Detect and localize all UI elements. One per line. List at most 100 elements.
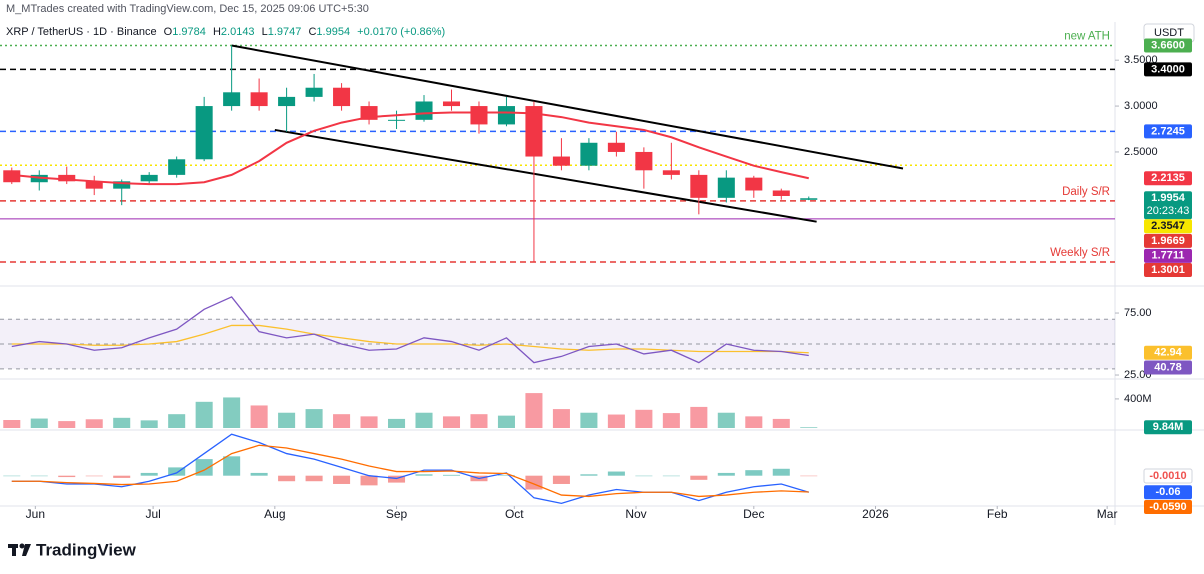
x-tick-label: Nov	[625, 507, 646, 521]
brand-name: TradingView	[36, 540, 137, 559]
histogram-bar	[525, 475, 543, 490]
open-value: 1.9784	[172, 26, 206, 38]
volume-bar	[497, 415, 515, 428]
volume-bar	[195, 401, 213, 428]
countdown: 20:23:43	[1147, 205, 1190, 217]
candle-body	[58, 174, 76, 182]
volume-bar	[772, 418, 790, 428]
ohlc-prefix: L	[261, 26, 268, 38]
volume-bar	[58, 421, 76, 428]
price-label: 2.7245	[1151, 125, 1185, 137]
currency: USDT	[1154, 27, 1184, 39]
price-label-box	[1144, 233, 1192, 248]
volume-bar	[85, 419, 103, 428]
trendline	[231, 44, 904, 170]
candle-body	[690, 174, 708, 198]
volume-bar	[388, 418, 406, 428]
close-value: 1.9954	[316, 26, 351, 38]
series-line	[11, 296, 809, 364]
candle-body	[168, 159, 186, 175]
histogram-bar	[662, 475, 680, 477]
change: +0.0170 (+0.86%)	[357, 26, 446, 38]
price-label-box	[1144, 485, 1192, 500]
ohlc: O1.9784 H2.0143 L1.9747 C1.9954 +0.0170 …	[164, 26, 450, 38]
candle-body	[442, 101, 461, 107]
volume-bar	[250, 405, 268, 428]
symbol[interactable]: XRP / TetherUS · 1D · Binance	[6, 26, 157, 38]
candle-body	[223, 92, 241, 107]
price-label: 1.9669	[1151, 235, 1185, 247]
candle-body	[195, 106, 213, 160]
price-label: 40.78	[1154, 361, 1182, 373]
price-label: -0.06	[1155, 486, 1180, 498]
x-tick-label: Sep	[386, 507, 408, 521]
histogram-bar	[168, 467, 186, 476]
histogram-bar	[497, 475, 515, 476]
price-label-box	[1144, 219, 1192, 234]
histogram-bar	[580, 474, 598, 476]
price-label-box	[1144, 420, 1192, 435]
price-label-box	[1144, 38, 1192, 53]
histogram-bar	[690, 475, 708, 480]
price-label: -0.0590	[1149, 501, 1186, 513]
price-label-box	[1144, 124, 1192, 139]
candle-body	[607, 142, 625, 152]
price-label-box	[1144, 62, 1192, 77]
price-label-box	[1144, 345, 1192, 360]
volume-bar	[607, 414, 625, 428]
price-label: 2.2135	[1151, 172, 1185, 184]
histogram-bar	[58, 475, 76, 478]
candle-body	[745, 177, 763, 191]
legend-row: XRP / TetherUS · 1D · Binance O1.9784 H2…	[6, 26, 453, 38]
price-label-box	[1144, 360, 1192, 375]
histogram-bar	[250, 472, 268, 476]
y-tick-label: 2.5000	[1124, 146, 1158, 158]
candle-body	[113, 181, 131, 189]
candle-body	[140, 174, 158, 182]
histogram-bar	[360, 475, 378, 486]
y-tick-label: 400M	[1124, 393, 1152, 405]
candle-body	[388, 119, 406, 121]
volume-bar	[360, 416, 378, 428]
histogram-bar	[552, 475, 570, 484]
candle-body	[3, 170, 21, 183]
brand-logo	[8, 543, 31, 556]
candle-body	[278, 96, 296, 107]
x-tick-label: 2026	[862, 507, 889, 521]
volume-bar	[717, 412, 735, 428]
candle-body	[470, 106, 488, 125]
volume-bar	[278, 412, 296, 428]
price-label: 9.84M	[1153, 421, 1184, 433]
moving-average	[11, 111, 809, 186]
candle-body	[250, 92, 268, 107]
histogram-bar	[388, 475, 406, 483]
volume-bar	[800, 427, 818, 428]
volume-bar	[635, 409, 653, 428]
histogram-bar	[745, 470, 763, 476]
candle-body	[333, 87, 351, 107]
credit: M_MTrades created with TradingView.com, …	[6, 3, 369, 15]
volume-bar	[662, 413, 680, 428]
level-annotation: new ATH	[1064, 31, 1110, 43]
candle-body	[525, 106, 543, 157]
price-label-box	[1144, 500, 1192, 515]
price-label: 1.7711	[1151, 250, 1184, 262]
volume-bar	[470, 414, 488, 428]
histogram-bar	[607, 471, 625, 476]
candle-body	[305, 87, 323, 97]
histogram-bar	[113, 475, 131, 478]
price-label: 3.4000	[1151, 63, 1185, 75]
series-line	[11, 444, 809, 498]
trendline	[274, 128, 817, 223]
high-value: 2.0143	[220, 26, 255, 38]
volume-bar	[745, 416, 763, 428]
ohlc-prefix: O	[163, 26, 173, 38]
histogram-bar	[772, 468, 790, 476]
candle-body	[635, 151, 653, 171]
price-label-box	[1144, 171, 1192, 186]
price-label: 1.9954	[1151, 192, 1186, 204]
volume-bar	[113, 417, 131, 428]
histogram-bar	[30, 475, 48, 477]
histogram-bar	[333, 475, 351, 484]
